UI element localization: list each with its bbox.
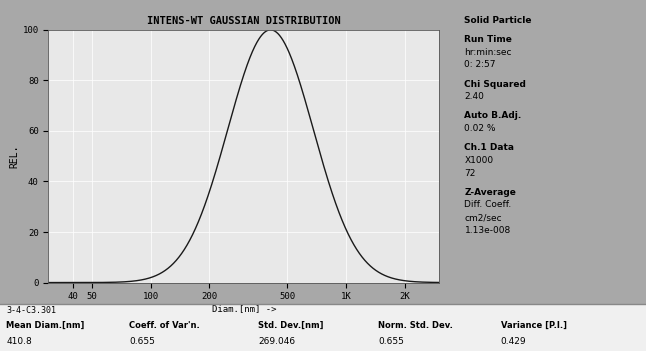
Text: 0.655: 0.655 <box>129 337 155 346</box>
Text: Z-Average: Z-Average <box>464 188 516 197</box>
Text: 2.40: 2.40 <box>464 92 484 101</box>
Text: Mean Diam.[nm]: Mean Diam.[nm] <box>6 321 85 330</box>
Text: 3-4-C3.301: 3-4-C3.301 <box>6 306 56 315</box>
Text: 1.13e-008: 1.13e-008 <box>464 226 511 235</box>
Text: Chi Squared: Chi Squared <box>464 80 526 88</box>
Text: Coeff. of Var'n.: Coeff. of Var'n. <box>129 321 200 330</box>
Text: hr:min:sec: hr:min:sec <box>464 48 512 57</box>
X-axis label: Diam.[nm] ->: Diam.[nm] -> <box>212 304 276 313</box>
Text: 269.046: 269.046 <box>258 337 295 346</box>
Text: Norm. Std. Dev.: Norm. Std. Dev. <box>378 321 453 330</box>
Text: cm2/sec: cm2/sec <box>464 213 502 222</box>
Text: 72: 72 <box>464 168 476 178</box>
Text: 0.02 %: 0.02 % <box>464 124 496 133</box>
Text: 410.8: 410.8 <box>6 337 32 346</box>
Text: 0: 2:57: 0: 2:57 <box>464 60 496 69</box>
Text: Diff. Coeff.: Diff. Coeff. <box>464 200 512 210</box>
Text: Auto B.Adj.: Auto B.Adj. <box>464 111 522 120</box>
Text: Variance [P.I.]: Variance [P.I.] <box>501 321 567 330</box>
Text: Run Time: Run Time <box>464 35 512 44</box>
Title: INTENS-WT GAUSSIAN DISTRIBUTION: INTENS-WT GAUSSIAN DISTRIBUTION <box>147 16 340 26</box>
Text: Std. Dev.[nm]: Std. Dev.[nm] <box>258 321 324 330</box>
Text: X1000: X1000 <box>464 156 494 165</box>
Text: 0.655: 0.655 <box>378 337 404 346</box>
Text: 0.429: 0.429 <box>501 337 526 346</box>
Y-axis label: REL.: REL. <box>10 145 20 168</box>
Text: Ch.1 Data: Ch.1 Data <box>464 143 514 152</box>
Text: Solid Particle: Solid Particle <box>464 16 532 25</box>
